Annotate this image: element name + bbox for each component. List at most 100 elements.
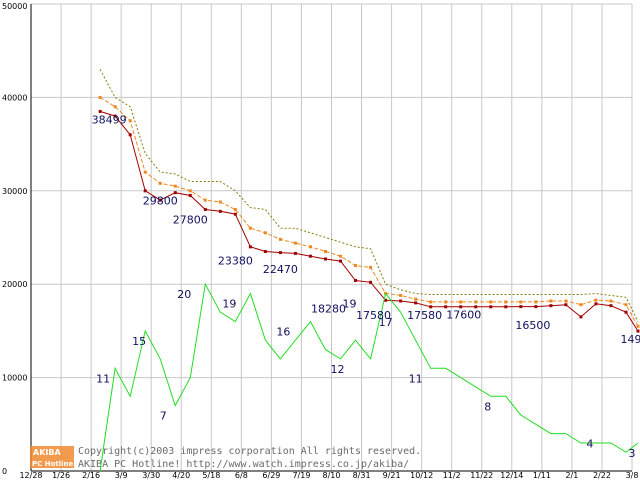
price-label: 17580 <box>407 309 442 322</box>
x-tick-label: 12/28 <box>19 471 42 480</box>
series-min-point <box>278 251 282 255</box>
series-avg-point <box>278 237 282 241</box>
series-avg-point <box>609 299 613 303</box>
series-min-point <box>579 315 583 319</box>
x-tick-label: 9/21 <box>383 471 401 480</box>
series-avg-point <box>369 265 373 269</box>
series-avg-point <box>636 324 640 328</box>
series-avg-point <box>474 300 478 304</box>
count-label: 16 <box>276 326 290 339</box>
series-shops-line <box>99 282 639 472</box>
price-label: 27800 <box>173 213 208 226</box>
series-max-line <box>99 69 639 322</box>
series-avg-point <box>414 297 418 301</box>
series-min-point <box>489 305 493 309</box>
series-min-point <box>339 259 343 263</box>
chart-grid <box>30 3 633 472</box>
series-min-point <box>534 305 538 309</box>
x-tick-label: 8/31 <box>353 471 371 480</box>
series-avg-point <box>624 303 628 307</box>
logo-bottom-box <box>30 457 74 468</box>
x-tick-label: 6/8 <box>235 471 248 480</box>
series-min-point <box>384 298 388 302</box>
count-label: 15 <box>132 335 146 348</box>
x-tick-label: 8/10 <box>323 471 341 480</box>
series-min-point <box>158 198 162 202</box>
series-avg-point <box>399 293 403 297</box>
series-avg-point <box>203 198 207 202</box>
series-avg-point <box>323 250 327 254</box>
data-labels: 38499 29800 27800 23380 22470 18280 17580 17580… <box>92 113 640 460</box>
series-min-point <box>519 305 523 309</box>
series-avg-point <box>263 231 267 235</box>
series-avg-point <box>233 207 237 211</box>
series-avg-point <box>218 200 222 204</box>
series-avg-point <box>594 298 598 302</box>
series-min-point <box>188 193 192 197</box>
x-tick-label: 3/9 <box>115 471 128 480</box>
series-avg-point <box>354 264 358 268</box>
price-label: 18280 <box>311 302 346 315</box>
x-tick-label: 4/20 <box>172 471 190 480</box>
price-label: 17600 <box>446 309 481 322</box>
series-min-point <box>369 280 373 284</box>
count-label: 7 <box>160 410 167 423</box>
series-min-point <box>173 191 177 195</box>
y-tick-label: 50000 <box>2 2 27 11</box>
x-tick-label: 11/22 <box>470 471 493 480</box>
series-avg-point <box>248 226 252 230</box>
y-tick-label: 20000 <box>2 280 27 289</box>
y-tick-label: 0 <box>2 467 7 476</box>
series-avg-point <box>429 300 433 304</box>
price-label: 22470 <box>263 263 298 276</box>
series-avg-point <box>293 241 297 245</box>
series-avg-point <box>173 184 177 188</box>
y-tick-label: 10000 <box>2 374 27 383</box>
series-min-point <box>414 301 418 305</box>
count-label: 17 <box>379 316 393 329</box>
series-avg-point <box>459 300 463 304</box>
count-label: 19 <box>222 298 236 311</box>
x-tick-label: 3/30 <box>142 471 160 480</box>
series-avg-point <box>489 300 493 304</box>
x-tick-label: 5/18 <box>202 471 220 480</box>
series-min-point <box>429 305 433 309</box>
price-label: 17580 <box>356 309 391 322</box>
x-tick-label: 2/1 <box>565 471 578 480</box>
price-label: 16500 <box>515 319 550 332</box>
series-min-point <box>459 305 463 309</box>
series-min-point <box>354 278 358 282</box>
y-axis-ticks: 0 10000 20000 30000 40000 50000 <box>2 2 27 476</box>
series-min-point <box>636 329 640 333</box>
x-tick-label: 7/19 <box>292 471 310 480</box>
x-tick-label: 12/14 <box>500 471 523 480</box>
series-min-point <box>609 304 613 308</box>
series-min-point <box>308 254 312 258</box>
x-tick-label: 10/12 <box>410 471 433 480</box>
price-label: 14980 <box>621 333 640 346</box>
x-tick-label: 1/11 <box>533 471 551 480</box>
series-min-point <box>248 245 252 249</box>
x-tick-label: 2/16 <box>82 471 100 480</box>
series-min-point <box>399 299 403 303</box>
series-min-point <box>218 209 222 213</box>
series-avg-point <box>519 300 523 304</box>
y-tick-label: 30000 <box>2 187 27 196</box>
count-label: 12 <box>331 363 345 376</box>
count-label: 20 <box>177 288 191 301</box>
price-label: 38499 <box>92 113 127 126</box>
price-label: 23380 <box>218 255 253 268</box>
series-avg-point <box>158 181 162 185</box>
x-tick-label: 11/2 <box>443 471 461 480</box>
series-layer <box>98 69 640 472</box>
count-label: 8 <box>484 400 491 413</box>
x-tick-label: 3/8 <box>626 471 639 480</box>
count-label: 3 <box>629 447 636 460</box>
series-min-point <box>444 305 448 309</box>
series-min-point <box>474 305 478 309</box>
series-min-point <box>293 251 297 255</box>
logo-bottom-text: PC Hotline! <box>32 460 76 468</box>
price-label: 29800 <box>143 195 178 208</box>
count-label: 11 <box>96 372 110 385</box>
